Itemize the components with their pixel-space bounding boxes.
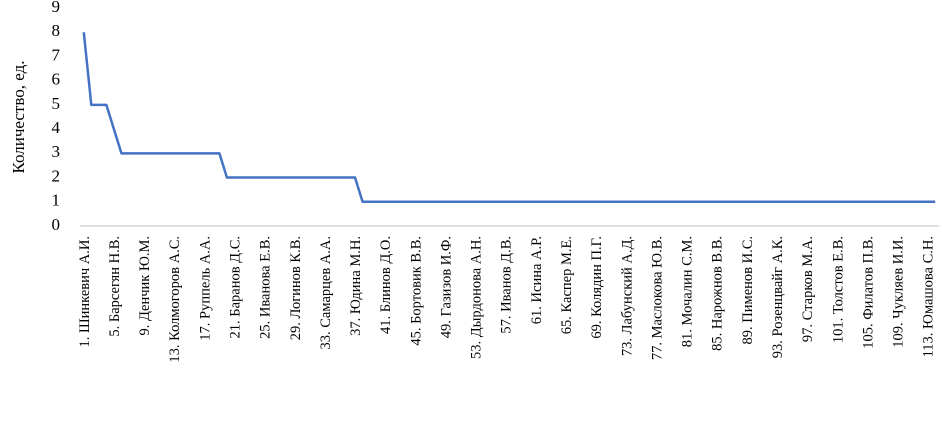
y-tick-label: 0 [52, 215, 61, 234]
x-tick-label: 21. Баранов Д.С. [227, 236, 243, 339]
x-tick-label: 33. Самарцев А.А. [318, 236, 334, 349]
x-tick-label: 105. Филатов П.В. [860, 236, 876, 349]
x-tick-label: 97. Старков М.А. [800, 236, 816, 342]
x-tick-label: 109. Чукляев И.И. [891, 236, 907, 348]
x-tick-label: 17. Руппель А.А. [197, 236, 213, 341]
y-axis-title: Количество, ед. [9, 61, 28, 174]
y-tick-label: 4 [52, 118, 61, 137]
x-tick-label: 53. Дырдонова А.Н. [469, 236, 485, 359]
x-tick-label: 45. Бортовик В.В. [408, 236, 424, 346]
x-tick-label: 81. Мочалин С.М. [680, 236, 696, 347]
y-tick-label: 6 [52, 70, 61, 89]
x-tick-label: 61. Исина А.Р. [529, 236, 545, 324]
x-tick-label: 1. Шинкевич А.И. [77, 236, 93, 347]
y-tick-label: 3 [52, 142, 61, 161]
x-tick-label: 113. Юмашова С.Н. [921, 236, 937, 357]
x-tick-label: 73. Лабунский А.Д. [619, 236, 635, 356]
x-tick-label: 93. Розенцвайг А.К. [770, 236, 786, 358]
y-tick-label: 9 [52, 0, 61, 16]
y-tick-label: 2 [52, 166, 61, 185]
y-tick-label: 7 [52, 45, 61, 64]
x-tick-label: 9. Денчик Ю.М. [137, 236, 153, 336]
x-tick-label: 49. Газизов И.Ф. [438, 236, 454, 338]
x-tick-label: 5. Барсегян Н.В. [107, 236, 123, 337]
x-tick-label: 69. Колядин П.Г. [589, 236, 605, 339]
y-tick-label: 8 [52, 21, 61, 40]
x-tick-label: 77. Маслокова Ю.В. [649, 236, 665, 360]
y-tick-label: 1 [52, 191, 61, 210]
x-tick-label: 101. Толстов Е.В. [830, 236, 846, 343]
x-tick-label: 65. Каспер М.Е. [559, 236, 575, 334]
x-tick-label: 57. Иванов Д.В. [499, 236, 515, 334]
x-tick-label: 25. Иванова Е.В. [258, 236, 274, 339]
x-tick-label: 85. Нарожнов В.В. [710, 236, 726, 351]
x-tick-label: 37. Юдина М.Н. [348, 236, 364, 336]
y-tick-label: 5 [52, 94, 61, 113]
data-line [82, 32, 936, 204]
x-tick-label: 13. Колмогоров А.С. [167, 236, 183, 363]
x-tick-label: 41. Блинов Д.О. [378, 236, 394, 334]
x-tick-label: 29. Логинов К.В. [288, 236, 304, 340]
x-tick-label: 89. Пименов И.С. [740, 236, 756, 344]
